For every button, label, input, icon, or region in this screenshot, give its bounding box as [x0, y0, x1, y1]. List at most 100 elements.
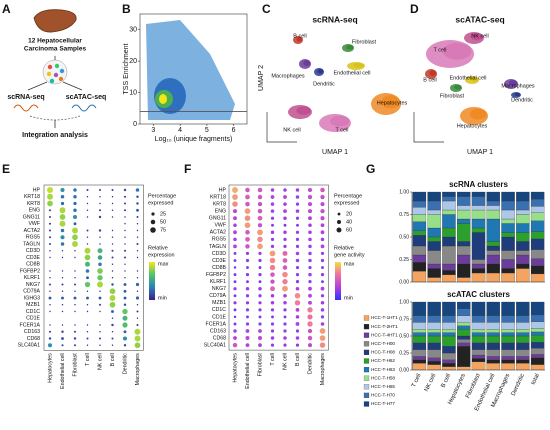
dot	[283, 216, 287, 220]
dot	[320, 216, 325, 221]
dot	[258, 251, 262, 256]
assay-label: scRNA-seq	[7, 94, 44, 101]
bar-segment	[530, 357, 545, 365]
bar-segment	[486, 254, 500, 265]
dot	[136, 256, 139, 259]
dot	[282, 250, 288, 256]
legend-label: HCC-T-4HT1	[371, 332, 398, 337]
bar-segment	[427, 268, 441, 278]
dot	[283, 293, 287, 298]
dot	[99, 331, 101, 333]
dot	[233, 308, 237, 312]
dot	[320, 209, 325, 214]
bar-segment	[457, 245, 471, 256]
bar-segment	[471, 332, 486, 337]
dot	[246, 315, 249, 319]
bar-segment	[471, 301, 486, 316]
color-legend-max: max	[344, 261, 355, 267]
size-legend-dot	[150, 219, 156, 225]
plot-frame	[228, 184, 329, 351]
bar-segment	[486, 301, 500, 316]
cluster-label: Fibroblast	[440, 93, 465, 99]
x-tick-label: T cell	[411, 373, 422, 388]
y-tick-label: 0.50	[399, 234, 409, 240]
bar-segment	[442, 196, 456, 202]
gene-label: FGFBP2	[206, 272, 226, 278]
cluster-label: Endothelial cell	[334, 70, 371, 76]
dot	[123, 249, 127, 252]
dot	[49, 304, 51, 306]
dot	[136, 323, 139, 327]
dot	[283, 237, 287, 241]
bar-segment	[486, 209, 500, 220]
dot	[308, 272, 312, 277]
size-legend-dot	[336, 227, 342, 233]
dot	[244, 215, 251, 221]
dot	[295, 258, 300, 263]
atac-icon	[71, 104, 97, 112]
bar-segment	[427, 349, 441, 358]
dot	[270, 272, 275, 277]
bar-segment	[501, 236, 515, 251]
cell-type-label: NK cell	[97, 353, 103, 370]
cell-type-label: T cell	[85, 353, 91, 366]
cell	[54, 63, 60, 69]
dot	[123, 283, 127, 286]
dot	[307, 187, 313, 193]
cell	[53, 72, 59, 78]
dot	[295, 216, 300, 220]
dot	[124, 216, 126, 218]
bar-segment	[412, 315, 427, 323]
dot	[320, 301, 325, 305]
bar-segment	[412, 349, 427, 357]
dot	[294, 292, 301, 299]
bar-segment	[457, 335, 471, 340]
bar-segment	[486, 342, 500, 350]
x-tick-label: 6	[232, 127, 236, 134]
legend-swatch	[363, 349, 370, 355]
dot	[111, 196, 114, 198]
bar-segment	[501, 335, 515, 343]
dot	[233, 230, 237, 235]
dot	[97, 255, 103, 260]
bar-segment	[486, 349, 500, 357]
gene-label: CD1E	[212, 314, 226, 320]
dot	[233, 315, 237, 319]
bar-segment	[442, 329, 456, 333]
bar-segment	[442, 359, 456, 364]
dot	[111, 216, 114, 218]
bar-segment	[516, 200, 530, 211]
dot	[320, 294, 325, 298]
legend-swatch	[363, 392, 370, 398]
cell-type-label: Endothelial cell	[60, 353, 66, 389]
cell	[49, 78, 55, 84]
gene-label: ENG	[215, 209, 226, 215]
bar-segment	[427, 191, 441, 202]
bar-segment	[427, 277, 441, 283]
dot	[124, 243, 126, 245]
dot	[320, 230, 325, 235]
dot	[233, 301, 237, 305]
dot	[48, 209, 52, 212]
gene-label: CD3D	[212, 251, 226, 257]
dot	[232, 194, 238, 200]
bar-segment	[501, 322, 515, 330]
dot	[74, 310, 76, 313]
dot	[61, 296, 64, 300]
bar-segment	[501, 359, 515, 364]
dot	[245, 194, 250, 200]
dot	[72, 214, 78, 220]
dot	[270, 195, 275, 199]
legend-title: gene activity	[334, 252, 365, 258]
dot	[48, 296, 52, 300]
y-tick-label: 10	[129, 89, 137, 96]
bar-segment	[442, 227, 456, 238]
legend-swatch	[363, 341, 370, 347]
bar-segment	[427, 357, 441, 362]
dot	[245, 244, 250, 249]
dot	[308, 216, 312, 221]
bar-segment	[471, 335, 486, 343]
dot	[257, 336, 263, 341]
dot	[319, 328, 326, 334]
dot	[86, 296, 89, 300]
